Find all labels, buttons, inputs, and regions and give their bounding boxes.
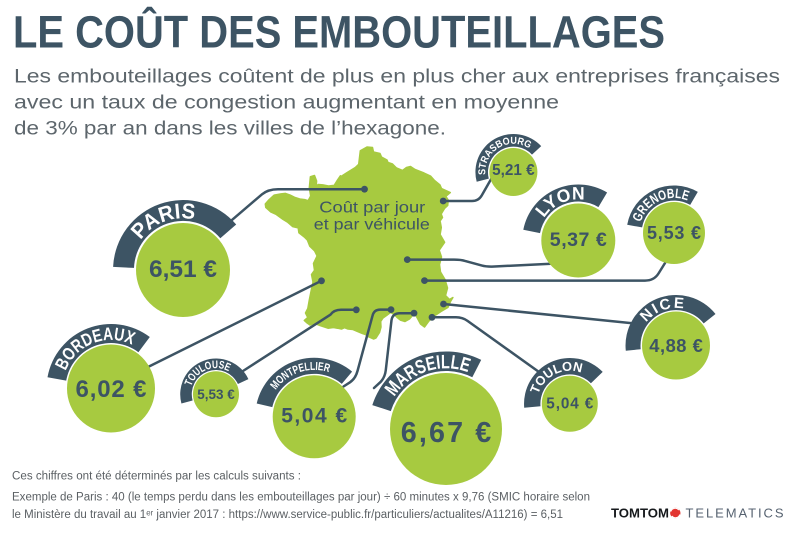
svg-text:6,02 €: 6,02 € [76,376,147,403]
svg-text:TOMTOM: TOMTOM [611,506,669,521]
svg-text:Ces chiffres ont été déterminé: Ces chiffres ont été déterminés par les … [12,471,301,483]
svg-text:Coût par jour: Coût par jour [319,200,425,217]
svg-text:5,04 €: 5,04 € [546,396,593,413]
svg-text:5,37 €: 5,37 € [550,229,607,251]
svg-text:LE COÛT DES EMBOUTEILLAGES: LE COÛT DES EMBOUTEILLAGES [13,7,665,58]
svg-text:5,53 €: 5,53 € [647,223,701,243]
svg-text:et par véhicule: et par véhicule [314,216,430,233]
svg-text:le Ministère du travail au 1ᵉʳ: le Ministère du travail au 1ᵉʳ janvier 2… [12,509,563,521]
svg-text:de 3% par an dans les villes d: de 3% par an dans les villes de l’hexago… [14,119,446,140]
svg-text:5,53 €: 5,53 € [197,386,235,402]
svg-text:TELEMATICS: TELEMATICS [686,506,784,521]
svg-text:Exemple de Paris : 40 (le temp: Exemple de Paris : 40 (le temps perdu da… [12,492,590,504]
svg-text:4,88 €: 4,88 € [649,335,703,356]
svg-text:Les embouteillages coûtent de: Les embouteillages coûtent de plus en pl… [14,67,780,88]
svg-text:5,04 €: 5,04 € [281,405,347,428]
svg-text:5,21 €: 5,21 € [492,162,535,179]
svg-text:avec un taux de congestion aug: avec un taux de congestion augmentant en… [14,93,559,114]
svg-text:6,51 €: 6,51 € [149,256,217,283]
